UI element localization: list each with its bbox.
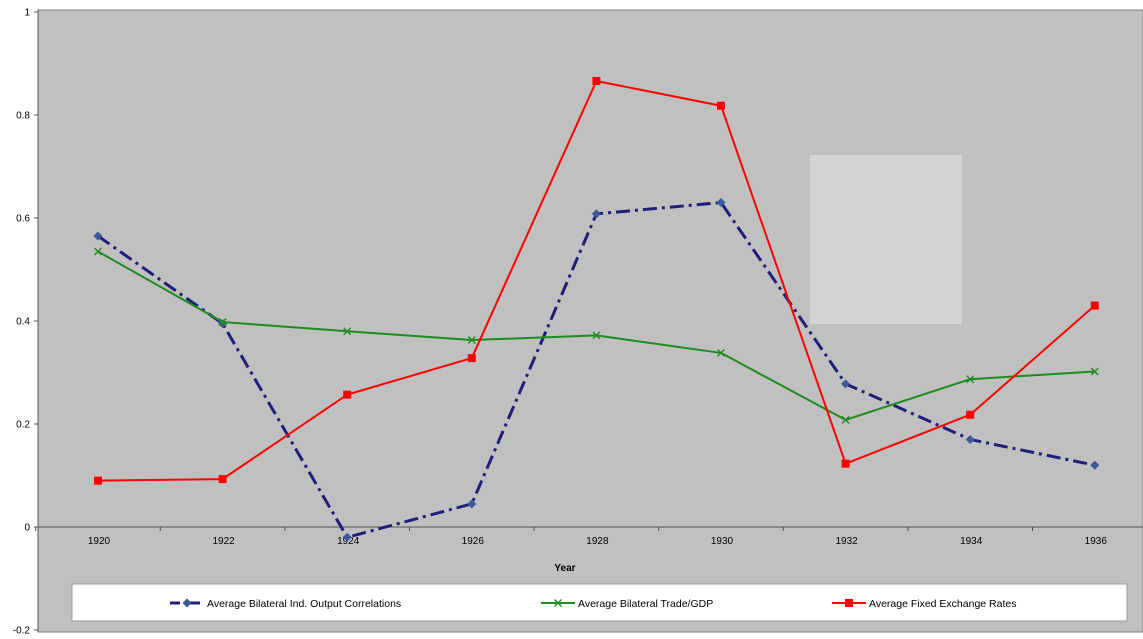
data-point bbox=[717, 101, 725, 110]
x-tick-label: 1922 bbox=[212, 536, 235, 547]
legend-label: Average Bilateral Ind. Output Correlatio… bbox=[207, 598, 401, 610]
data-point bbox=[965, 434, 975, 444]
series-layer bbox=[93, 77, 1100, 542]
x-tick-label: 1932 bbox=[835, 536, 858, 547]
data-point bbox=[94, 476, 102, 485]
legend-marker bbox=[554, 599, 562, 607]
data-point bbox=[467, 354, 476, 363]
data-point bbox=[592, 77, 601, 86]
series-3 bbox=[94, 77, 1099, 485]
x-tick-label: 1930 bbox=[711, 536, 734, 547]
data-point bbox=[1090, 460, 1100, 470]
x-tick-label: 1920 bbox=[88, 536, 111, 547]
data-point bbox=[343, 390, 352, 399]
data-point bbox=[592, 331, 601, 340]
data-point bbox=[966, 375, 975, 384]
y-tick-label: 0.6 bbox=[16, 214, 30, 225]
x-tick-label: 1934 bbox=[960, 536, 983, 547]
data-point bbox=[717, 348, 725, 357]
data-point bbox=[343, 327, 352, 336]
data-point bbox=[1090, 301, 1099, 310]
x-axis-ticks: 1920 1922 1924 1926 1928 1930 1932 1934 1936 bbox=[35, 527, 1108, 547]
data-point bbox=[841, 415, 850, 424]
data-point bbox=[716, 198, 726, 208]
y-tick-label: 0.2 bbox=[16, 420, 30, 431]
x-tick-label: 1924 bbox=[337, 536, 360, 547]
legend-label: Average Bilateral Trade/GDP bbox=[578, 598, 713, 610]
series-1 bbox=[93, 198, 1100, 542]
data-point bbox=[342, 532, 352, 542]
legend-label: Average Fixed Exchange Rates bbox=[869, 598, 1016, 610]
x-axis-title: Year bbox=[554, 563, 575, 574]
legend-box bbox=[71, 583, 1128, 622]
data-point bbox=[966, 410, 975, 419]
y-tick-label: 0 bbox=[24, 523, 30, 534]
legend: Average Bilateral Ind. Output Correlatio… bbox=[170, 598, 1016, 610]
highlight-block bbox=[810, 155, 962, 324]
y-tick-label: 0.4 bbox=[16, 317, 30, 328]
data-point bbox=[467, 336, 476, 345]
x-tick-label: 1936 bbox=[1085, 536, 1108, 547]
data-point bbox=[218, 318, 227, 327]
y-tick-label: 1 bbox=[24, 8, 30, 19]
y-tick-label: -0.2 bbox=[13, 626, 31, 637]
series-2 bbox=[94, 247, 1099, 424]
data-point bbox=[841, 379, 851, 389]
data-point bbox=[94, 247, 102, 256]
x-tick-label: 1928 bbox=[586, 536, 609, 547]
data-point bbox=[841, 459, 850, 468]
data-point bbox=[218, 475, 227, 484]
legend-marker bbox=[182, 598, 192, 608]
y-tick-label: 0.8 bbox=[16, 111, 30, 122]
x-tick-label: 1926 bbox=[462, 536, 485, 547]
data-point bbox=[93, 231, 103, 241]
data-point bbox=[591, 209, 601, 219]
y-axis-ticks: 1 0.8 0.6 0.4 0.2 0 -0.2 bbox=[13, 8, 38, 637]
data-point bbox=[467, 499, 477, 509]
legend-marker bbox=[845, 599, 853, 607]
data-point bbox=[1090, 367, 1099, 376]
